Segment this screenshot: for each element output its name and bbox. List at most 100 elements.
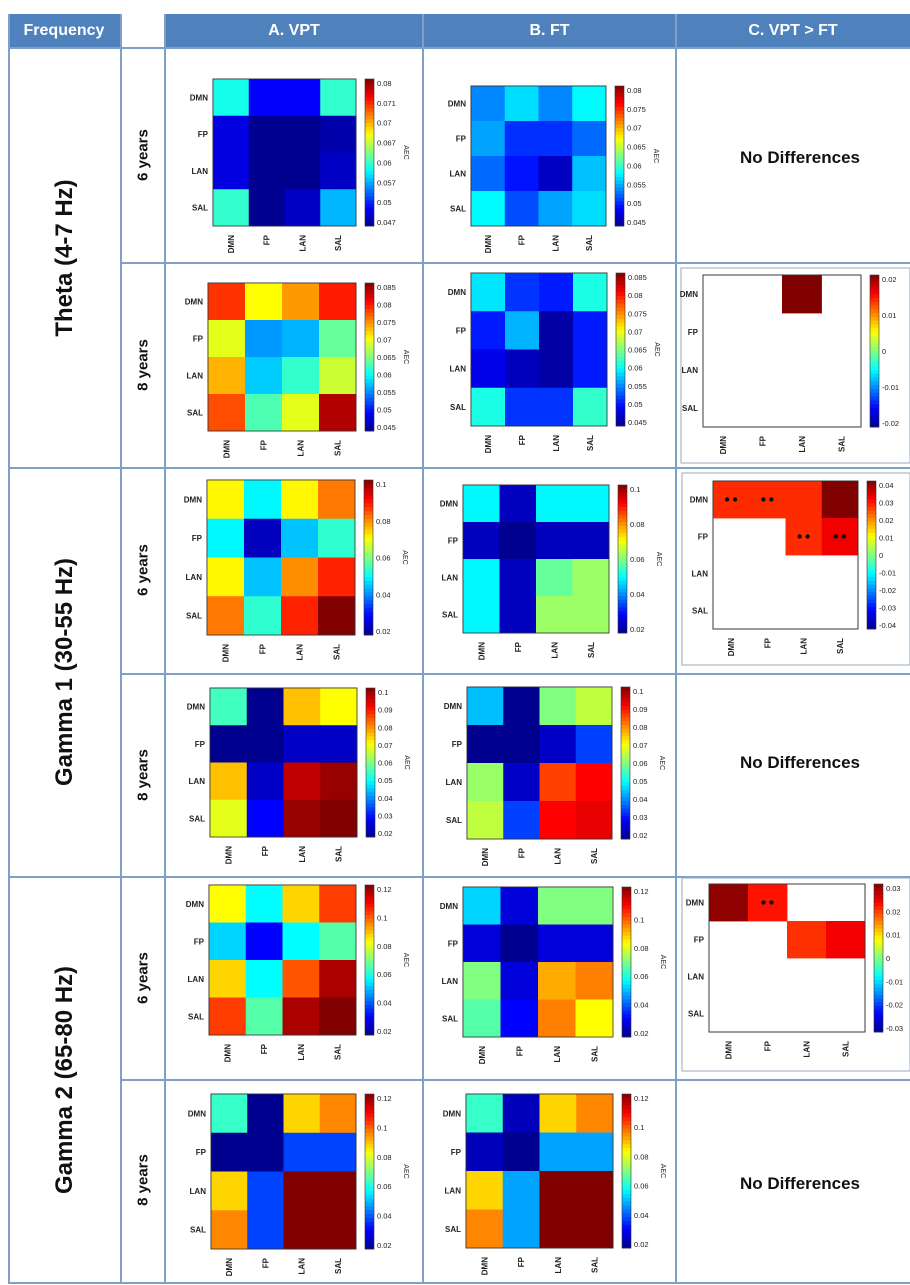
- colorbar-tick-label: 0.065: [627, 143, 646, 152]
- heatmap-border: [702, 274, 862, 428]
- grid-line: [8, 47, 910, 49]
- grid-line: [120, 14, 122, 1284]
- heatmap-cell: [821, 481, 859, 519]
- colorbar-segment: [622, 1136, 631, 1141]
- colorbar-segment: [618, 485, 627, 490]
- colorbar-segment: [364, 553, 373, 558]
- heatmap-panel: DMN FP LAN SAL DMN FP LAN SAL 0.12 0.1 0.08 0.06 0.0…: [440, 886, 666, 1064]
- heatmap-cell: [748, 884, 788, 922]
- heatmap-cell: [282, 283, 320, 321]
- heatmap-border: [212, 78, 357, 227]
- colorbar-tick-label: 0.08: [634, 1152, 649, 1161]
- colorbar-segment: [365, 375, 374, 380]
- colorbar-tick-label: -0.02: [882, 419, 899, 428]
- colorbar-segment: [874, 987, 883, 992]
- colorbar-segment: [616, 380, 625, 385]
- heatmap-cell: [281, 557, 319, 597]
- colorbar-segment: [622, 1018, 631, 1023]
- colorbar-segment: [622, 932, 631, 937]
- colorbar-segment: [365, 115, 374, 120]
- colorbar-segment: [365, 1027, 374, 1032]
- heatmap-cell: [785, 481, 823, 519]
- row-tick-label: SAL: [192, 204, 208, 213]
- grid-line: [8, 14, 10, 1284]
- colorbar-segment: [874, 935, 883, 940]
- colorbar-segment: [622, 988, 631, 993]
- col-tick-label: SAL: [591, 1257, 600, 1273]
- grid-line: [122, 262, 910, 264]
- heatmap-cell: [213, 189, 250, 227]
- no-differences-text: No Differences: [740, 148, 860, 167]
- row-tick-label: LAN: [450, 170, 467, 179]
- colorbar-segment: [622, 1194, 631, 1199]
- colorbar-segment: [366, 740, 375, 745]
- colorbar-segment: [622, 935, 631, 940]
- heatmap-cell: [499, 596, 537, 634]
- colorbar-segment: [622, 1014, 631, 1019]
- colorbar-tick-label: 0.04: [633, 795, 648, 804]
- colorbar-segment: [366, 695, 375, 700]
- colorbar-segment: [616, 315, 625, 320]
- colorbar-segment: [615, 177, 624, 181]
- colorbar-segment: [615, 222, 624, 227]
- colorbar-segment: [365, 885, 374, 890]
- significance-marker: [761, 900, 766, 905]
- colorbar-segment: [366, 799, 375, 804]
- colorbar-segment: [366, 796, 375, 801]
- colorbar-tick-label: 0.075: [377, 318, 396, 327]
- colorbar-segment: [364, 561, 373, 566]
- colorbar-segment: [618, 492, 627, 497]
- colorbar-segment: [364, 499, 373, 504]
- colorbar-segment: [366, 706, 375, 711]
- colorbar-tick-label: 0.08: [377, 79, 392, 88]
- colorbar-segment: [622, 1109, 631, 1114]
- colorbar-tick-label: 0.06: [628, 364, 643, 373]
- colorbar-tick-label: 0.12: [377, 885, 392, 894]
- colorbar-segment: [364, 584, 373, 589]
- colorbar-segment: [365, 167, 374, 172]
- colorbar-tick-label: 0.08: [628, 291, 643, 300]
- colorbar-tick-label: 0.02: [882, 275, 897, 284]
- colorbar-tick-label: 0.06: [634, 972, 649, 981]
- colorbar-segment: [365, 1163, 374, 1169]
- colorbar-tick-label: 0.04: [376, 590, 391, 599]
- colorbar-segment: [870, 328, 879, 333]
- colorbar-segment: [867, 532, 876, 537]
- colorbar-segment: [615, 187, 624, 192]
- col-tick-label: SAL: [334, 235, 343, 251]
- row-tick-label: FP: [193, 335, 204, 344]
- colorbar-segment: [874, 983, 883, 988]
- colorbar-tick-label: 0.1: [634, 1123, 644, 1132]
- colorbar-segment: [365, 123, 374, 128]
- heatmap-cell: [538, 962, 576, 1000]
- colorbar-axis-label: AEC: [655, 552, 662, 566]
- colorbar-segment: [622, 1182, 631, 1187]
- heatmap-cell: [576, 1209, 614, 1249]
- colorbar-segment: [365, 93, 374, 98]
- colorbar-segment: [622, 1217, 631, 1222]
- colorbar-segment: [366, 803, 375, 808]
- col-tick-label: SAL: [335, 846, 344, 862]
- heatmap-cell: [787, 921, 827, 959]
- colorbar-segment: [615, 142, 624, 146]
- col-tick-label: DMN: [484, 235, 493, 253]
- grid-line: [8, 467, 910, 469]
- colorbar-segment: [365, 888, 374, 893]
- heatmap-cell: [320, 189, 357, 227]
- colorbar-segment: [364, 631, 373, 636]
- colorbar-tick-label: 0.071: [377, 99, 396, 108]
- colorbar-segment: [365, 1198, 374, 1203]
- colorbar-segment: [618, 503, 627, 508]
- heatmap-cell: [319, 922, 357, 961]
- colorbar-segment: [622, 962, 631, 967]
- heatmap-cell: [539, 387, 574, 427]
- colorbar-axis-label: AEC: [402, 1164, 409, 1178]
- colorbar-segment: [870, 332, 879, 337]
- colorbar-segment: [365, 1183, 374, 1188]
- heatmap-cell: [284, 115, 321, 153]
- colorbar-segment: [365, 1140, 374, 1145]
- colorbar-axis-label: AEC: [402, 145, 409, 159]
- col-tick-label: LAN: [554, 848, 563, 865]
- heatmap-cell: [283, 1094, 321, 1134]
- colorbar-segment: [365, 297, 374, 302]
